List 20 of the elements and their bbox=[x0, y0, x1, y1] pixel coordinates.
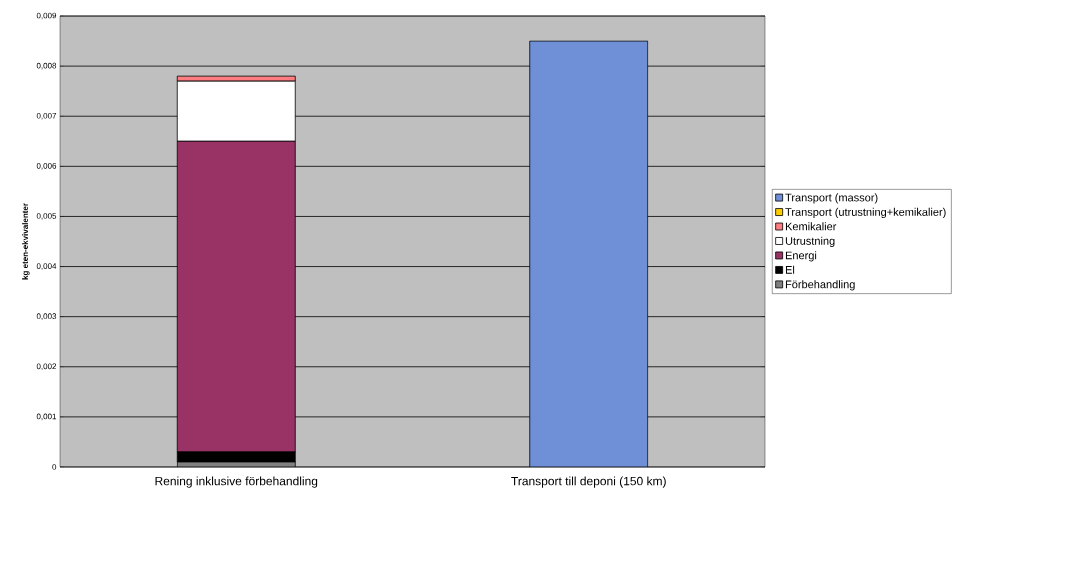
legend-label: Utrustning bbox=[785, 236, 835, 247]
y-tick-label: 0,007 bbox=[36, 112, 57, 120]
y-tick-label: 0,003 bbox=[36, 313, 57, 320]
y-axis-title: kg eten-ekvivalenter bbox=[22, 203, 30, 280]
x-tick-label: Transport till deponi (150 km) bbox=[511, 476, 666, 488]
y-tick-label: 0,004 bbox=[36, 263, 57, 270]
legend-label: Transport (utrustning+kemikalier) bbox=[785, 207, 946, 219]
y-tick-label: 0,009 bbox=[36, 12, 57, 20]
y-tick-label: 0,002 bbox=[36, 363, 57, 371]
y-tick-label: 0,008 bbox=[36, 62, 57, 70]
y-tick-label: 0,006 bbox=[36, 163, 57, 170]
legend-label: Transport (massor) bbox=[785, 193, 878, 204]
y-tick-label: 0,005 bbox=[36, 213, 57, 220]
legend-label: Kemikalier bbox=[785, 222, 837, 231]
y-tick-label: 0,001 bbox=[36, 413, 57, 421]
legend-label: Energi bbox=[785, 251, 817, 262]
x-tick-label: Rening inklusive förbehandling bbox=[155, 476, 318, 488]
legend-label: Förbehandling bbox=[785, 280, 855, 291]
y-tick-label: 0 bbox=[52, 464, 57, 470]
legend-label: El bbox=[785, 265, 795, 274]
